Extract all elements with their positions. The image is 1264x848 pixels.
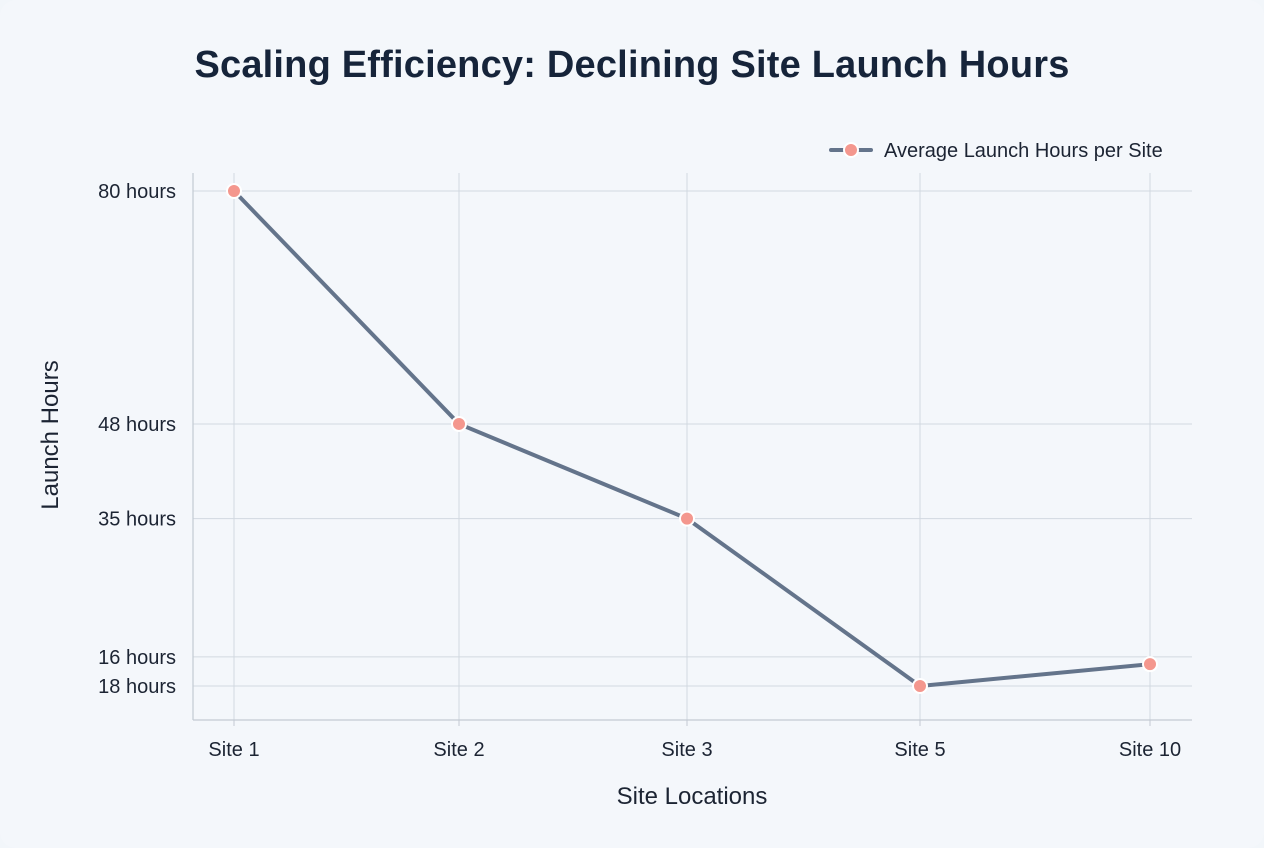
chart-title: Scaling Efficiency: Declining Site Launc… [194, 44, 1070, 86]
x-tick-label: Site 1 [208, 739, 259, 761]
line-layer [232, 189, 1152, 688]
y-tick-label: 16 hours [98, 647, 176, 669]
y-tick-label: 18 hours [98, 676, 176, 698]
y-tick-label: 48 hours [98, 414, 176, 436]
x-tick-label: Site 10 [1119, 739, 1181, 761]
data-point [912, 678, 928, 694]
y-tick-label: 35 hours [98, 509, 176, 531]
legend: Average Launch Hours per Site [829, 140, 1163, 162]
x-axis-title: Site Locations [617, 783, 768, 810]
y-axis-title: Launch Hours [37, 360, 64, 509]
x-tick-label: Site 2 [433, 739, 484, 761]
y-tick-label: 80 hours [98, 181, 176, 203]
data-point [226, 183, 242, 199]
x-tick-label: Site 5 [894, 739, 945, 761]
series-line [232, 189, 1152, 688]
data-point [1142, 656, 1158, 673]
axis-layer [192, 173, 1192, 726]
marker-layer [226, 183, 1158, 694]
x-tick-label: Site 3 [661, 739, 712, 761]
legend-label: Average Launch Hours per Site [884, 140, 1163, 162]
legend-marker-swatch [843, 142, 859, 158]
data-point [679, 510, 695, 527]
data-point [451, 415, 467, 432]
label-layer: 80 hours 48 hours 35 hours 16 hours 18 hours… [37, 181, 1181, 810]
grid-layer [193, 173, 1192, 720]
